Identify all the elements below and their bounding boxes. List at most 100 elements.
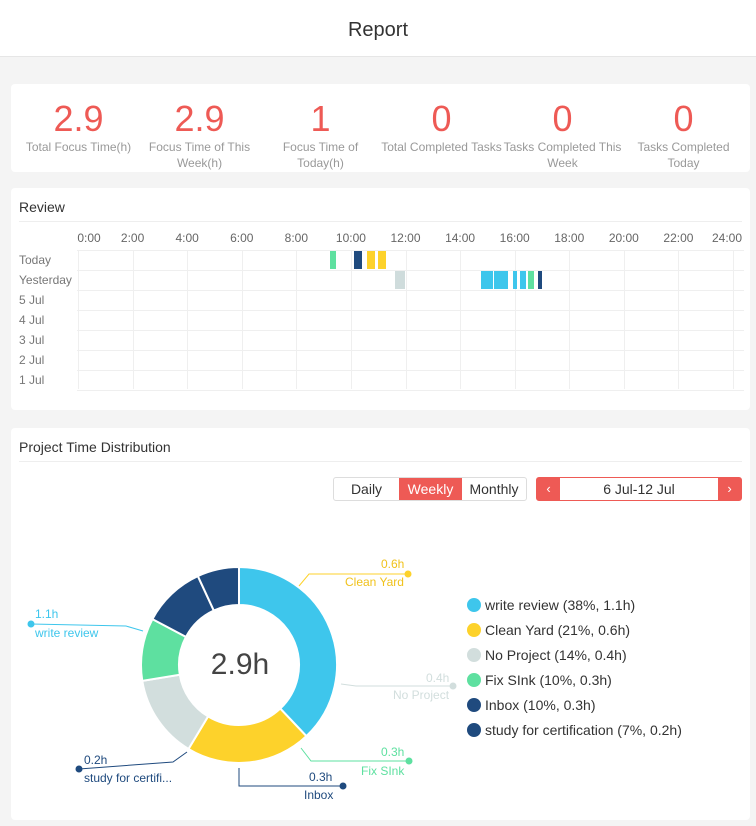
review-card: Review 0:00 2:00 4:00 6:00 8:00 10:00 12:00 14:… [11,188,750,410]
grid-line [77,350,744,351]
callout-name-no-project: No Project [393,688,450,702]
stat-today-completed-tasks: 0 Tasks Completed Today [621,84,746,171]
focus-session-bar[interactable] [528,271,534,289]
stat-total-focus-time: 2.9 Total Focus Time(h) [16,84,141,155]
legend-item[interactable]: study for certification (7%, 0.2h) [467,720,682,740]
time-axis-label: 14:00 [445,231,476,245]
grid-line [77,330,744,331]
grid-line [624,250,625,389]
grid-line [733,250,734,389]
grid-line [351,250,352,389]
grid-line [569,250,570,389]
legend-item[interactable]: No Project (14%, 0.4h) [467,645,627,665]
callout-value-study: 0.2h [84,753,108,767]
callout-dot [27,620,35,628]
legend-dot [467,673,481,687]
distribution-card: Project Time Distribution Daily Weekly M… [11,428,750,820]
tab-daily[interactable]: Daily [350,481,383,497]
focus-session-bar[interactable] [353,251,362,269]
divider [19,461,742,462]
grid-line [77,310,744,311]
time-axis-label: 16:00 [499,231,530,245]
legend-dot [467,723,481,737]
date-range-nav: ‹ 6 Jul-12 Jul › [536,477,742,501]
focus-session-bar[interactable] [513,271,518,289]
grid-line [406,250,407,389]
time-axis-label: 12:00 [390,231,421,245]
time-axis-label: 6:00 [230,231,254,245]
callout-value-clean-yard: 0.6h [381,557,405,571]
period-toggle: Daily Weekly Monthly [333,477,527,501]
prev-week-button[interactable]: ‹ [537,478,560,500]
grid-line [78,250,79,389]
legend-item[interactable]: Inbox (10%, 0.3h) [467,695,596,715]
grid-line [77,270,744,271]
stat-value: 2.9 [53,98,104,139]
callout-leader-line [238,768,343,787]
next-week-button[interactable]: › [718,478,741,500]
time-axis-label: 2:00 [120,231,145,245]
distribution-title: Project Time Distribution [19,439,171,455]
focus-session-bar[interactable] [394,271,406,289]
grid-line [77,370,744,371]
legend-item[interactable]: write review (38%, 1.1h) [467,595,635,615]
project-donut-chart [27,565,457,790]
time-axis-label: 22:00 [663,231,694,245]
callout-value-no-project: 0.4h [426,671,450,685]
review-title: Review [19,199,65,215]
grid-line [77,390,744,391]
legend-item[interactable]: Clean Yard (21%, 0.6h) [467,620,630,640]
tab-monthly[interactable]: Monthly [469,481,519,497]
stat-value: 0 [552,98,573,139]
grid-line [678,250,679,389]
tab-weekly[interactable]: Weekly [399,478,462,500]
donut-slice-write-review[interactable] [238,565,338,738]
stat-week-completed-tasks: 0 Tasks Completed This Week [500,84,625,171]
timeline-row-label: 2 Jul [19,353,45,367]
callout-name-fix-sink: Fix SInk [361,764,405,778]
time-axis-label: 0:00 [77,231,101,245]
legend-label: No Project (14%, 0.4h) [485,647,627,663]
focus-session-bar[interactable] [378,251,387,269]
page-title: Report [347,19,409,41]
focus-session-bar[interactable] [480,271,493,289]
legend-dot [467,648,481,662]
grid-line [515,250,516,389]
grid-line [187,250,188,389]
divider [19,221,742,222]
callout-value-write-review: 1.1h [35,607,59,621]
callout-leader-line [340,683,453,687]
focus-session-bar[interactable] [367,251,376,269]
legend-dot [467,698,481,712]
callout-leader-line [78,751,188,770]
timeline-row-label: Yesterday [19,273,72,287]
stat-total-completed-tasks: 0 Total Completed Tasks [379,84,504,155]
callout-dot [405,757,413,765]
legend-dot [467,623,481,637]
timeline-row-label: 1 Jul [19,373,45,387]
stat-label: Tasks Completed This Week [503,140,622,170]
grid-line [133,250,134,389]
stat-label: Focus Time of This Week(h) [148,140,251,170]
legend-item[interactable]: Fix SInk (10%, 0.3h) [467,670,612,690]
callout-value-inbox: 0.3h [309,770,333,784]
donut-slice-study-for-certification[interactable] [196,565,240,612]
grid-line [242,250,243,389]
focus-session-bar[interactable] [330,251,336,269]
focus-session-bar[interactable] [494,271,508,289]
callout-leader-line [300,747,409,762]
header-bar: Report [0,0,756,57]
stat-today-focus-time: 1 Focus Time of Today(h) [258,84,383,171]
callout-name-study: study for certifi... [84,771,173,785]
grid-line [77,290,744,291]
stat-label: Total Completed Tasks [381,140,502,154]
focus-session-bar[interactable] [520,271,526,289]
legend-label: write review (38%, 1.1h) [485,597,636,613]
focus-session-bar[interactable] [537,271,542,289]
stat-label: Total Focus Time(h) [25,140,132,154]
callout-name-inbox: Inbox [304,788,334,802]
callout-leader-line [298,573,408,587]
callout-dot [449,682,457,690]
date-range-label: 6 Jul-12 Jul [603,481,675,497]
time-axis-label: 20:00 [608,231,639,245]
